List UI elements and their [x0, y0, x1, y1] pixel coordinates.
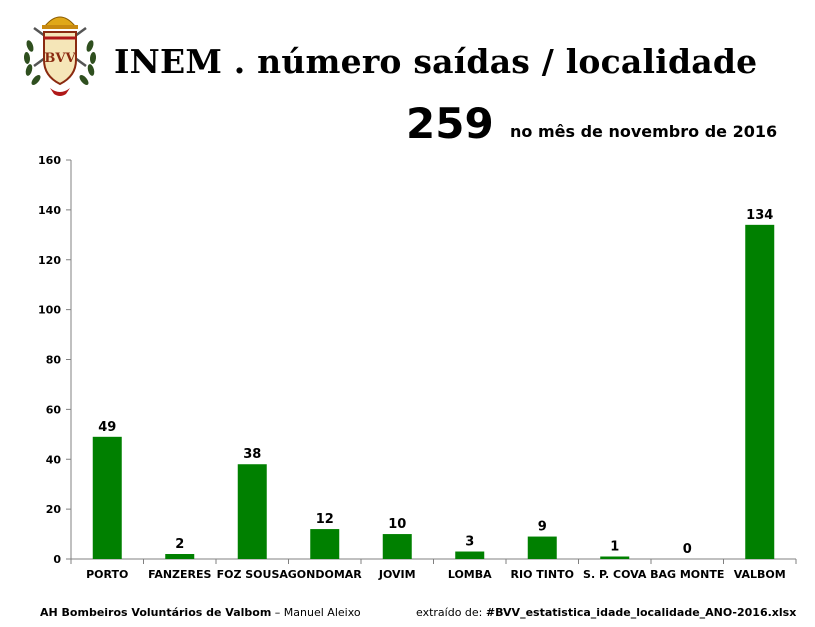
bar-lomba — [455, 551, 485, 559]
total-count: 259 — [406, 99, 494, 148]
page-title: INEM . número saídas / localidade — [114, 42, 758, 81]
footer-source: extraído de: #BVV_estatistica_idade_loca… — [416, 606, 796, 619]
category-label: S. P. COVA — [583, 568, 647, 581]
category-label: FANZERES — [148, 568, 211, 581]
category-label: FOZ SOUSA — [217, 568, 289, 581]
bar-gondomar — [310, 529, 340, 559]
y-tick-label: 0 — [53, 553, 61, 566]
data-label: 12 — [316, 512, 334, 527]
bar-rio-tinto — [527, 536, 557, 559]
y-tick-label: 60 — [46, 403, 62, 416]
logo-lettering: BVV — [44, 51, 76, 66]
period-label: no mês de novembro de 2016 — [510, 122, 778, 141]
footer-org: AH Bombeiros Voluntários de Valbom — [40, 606, 272, 619]
y-tick-label: 40 — [46, 453, 62, 466]
footer-author: Manuel Aleixo — [283, 606, 361, 619]
footer-source-file: #BVV_estatistica_idade_localidade_ANO-20… — [485, 606, 797, 619]
category-label: BAG MONTE — [650, 568, 724, 581]
bar-fanzeres — [165, 554, 195, 559]
bar-valbom — [745, 224, 775, 559]
y-tick-label: 120 — [38, 254, 61, 267]
data-label: 2 — [175, 537, 184, 552]
y-tick-label: 100 — [38, 304, 61, 317]
bvv-logo: BVV — [23, 16, 97, 96]
data-label: 49 — [98, 420, 116, 435]
data-label: 134 — [746, 208, 773, 223]
y-tick-label: 20 — [46, 503, 62, 516]
y-tick-label: 160 — [38, 154, 61, 167]
bar-jovim — [382, 534, 412, 559]
footer-separator: – — [271, 606, 284, 619]
data-label: 1 — [610, 540, 619, 555]
category-label: GONDOMAR — [288, 568, 363, 581]
data-label: 3 — [465, 535, 474, 550]
bar-porto — [92, 436, 122, 559]
category-label: PORTO — [86, 568, 128, 581]
data-label: 10 — [388, 517, 406, 532]
data-label: 38 — [243, 447, 261, 462]
y-tick-label: 140 — [38, 204, 61, 217]
y-tick-label: 80 — [46, 354, 62, 367]
data-label: 9 — [538, 520, 547, 535]
category-label: RIO TINTO — [511, 568, 574, 581]
bar-foz-sousa — [237, 464, 267, 559]
bar-chart: 02040608010012014016049PORTO2FANZERES38F… — [38, 154, 797, 581]
footer-source-prefix: extraído de: — [416, 606, 486, 619]
footer-credit: AH Bombeiros Voluntários de Valbom – Man… — [40, 606, 361, 619]
category-label: VALBOM — [734, 568, 786, 581]
category-label: LOMBA — [448, 568, 492, 581]
data-label: 0 — [683, 542, 692, 557]
category-label: JOVIM — [378, 568, 416, 581]
bar-s-p-cova — [600, 556, 630, 559]
